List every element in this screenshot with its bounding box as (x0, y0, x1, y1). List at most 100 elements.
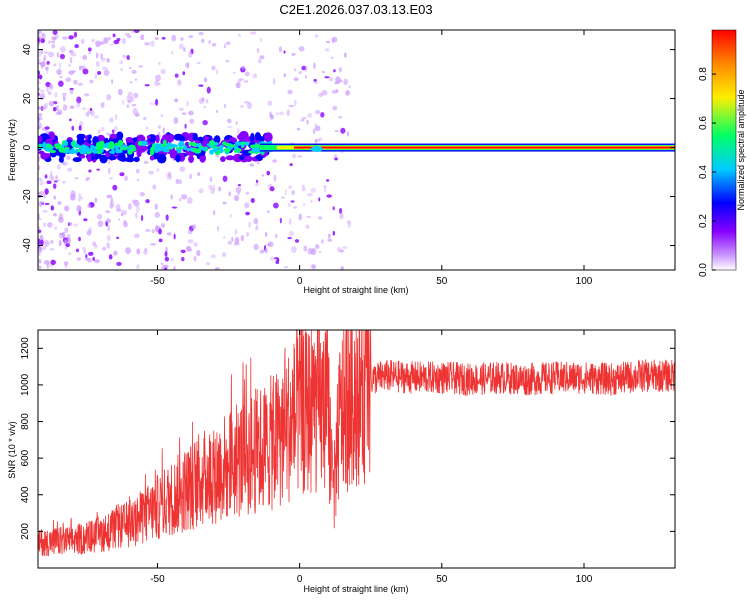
spectrogram-noise-blob (103, 69, 110, 77)
spectrogram-noise-blob (181, 257, 185, 262)
spectrogram-noise-blob (171, 34, 177, 42)
spectrogram-noise-blob (122, 54, 127, 59)
spectrogram-noise-blob (83, 249, 86, 255)
spectrogram-noise-blob (325, 179, 330, 182)
spectrogram-noise-blob (160, 114, 164, 118)
spectrogram-noise-blob (55, 175, 59, 180)
spectrogram-noise-blob (105, 210, 109, 214)
spectrogram-core-blob (62, 148, 66, 154)
snr-y-tick-label: 200 (20, 523, 31, 540)
spectrogram-noise-blob (126, 96, 130, 101)
spectrogram-noise-blob (39, 93, 46, 100)
spectrogram-noise-blob (82, 68, 89, 75)
spectrogram-noise-blob (119, 172, 125, 177)
spectrogram-band-blob (188, 155, 194, 164)
spectrogram-noise-blob (38, 258, 42, 264)
spectrogram-band-blob (125, 136, 134, 143)
spectrogram-noise-blob (154, 37, 159, 40)
spectrogram-core-blob (223, 147, 231, 153)
snr-x-tick-label: 0 (297, 574, 303, 585)
spectrogram-noise-blob (211, 42, 217, 47)
spectrogram-noise-blob (198, 84, 204, 87)
spectrogram-noise-blob (38, 112, 42, 118)
spectrogram-noise-blob (264, 247, 268, 254)
spectrogram-noise-blob (165, 214, 169, 221)
spectrogram-noise-blob (69, 87, 74, 90)
spectrogram-noise-blob (97, 70, 102, 75)
spectrogram-noise-blob (38, 62, 41, 65)
spectrogram-noise-blob (71, 125, 75, 131)
spectrogram-band-blob (203, 136, 210, 141)
spectrogram-noise-blob (57, 164, 61, 170)
spectrogram-noise-blob (284, 189, 287, 196)
spectrogram-noise-blob (193, 242, 198, 247)
spectrogram-noise-blob (185, 245, 192, 251)
spectrogram-noise-blob (108, 254, 113, 260)
spectrogram-noise-blob (56, 179, 61, 182)
spectrogram-noise-blob (209, 176, 213, 182)
spectrogram-noise-blob (73, 79, 78, 85)
spectrogram-noise-blob (131, 69, 137, 74)
spectrogram-noise-blob (171, 257, 174, 263)
spectrogram-noise-blob (184, 62, 189, 68)
spectrogram-disturbance (310, 146, 323, 153)
spectrogram-noise-blob (253, 217, 259, 225)
spectrogram-noise-blob (318, 197, 321, 202)
spectrogram-noise-blob (288, 104, 295, 108)
spectrogram-y-tick-label: 0 (22, 144, 33, 150)
spectrogram-noise-blob (191, 224, 197, 229)
spectrogram-noise-blob (105, 210, 111, 214)
spectrogram-noise-blob (155, 225, 160, 233)
spectrogram-noise-blob (64, 205, 70, 212)
spectrogram-band-blob (125, 156, 135, 163)
spectrogram-noise-blob (321, 89, 328, 96)
spectrogram-noise-blob (346, 220, 352, 224)
spectrogram-noise-blob (283, 73, 287, 78)
spectrogram-noise-blob (208, 40, 211, 44)
spectrogram-noise-blob (53, 226, 58, 230)
spectrogram-noise-blob (334, 157, 338, 161)
spectrogram-noise-blob (256, 161, 260, 165)
spectrogram-noise-blob (288, 218, 292, 225)
spectrogram-noise-blob (87, 203, 92, 208)
spectrogram-noise-blob (44, 126, 50, 130)
spectrogram-noise-blob (39, 201, 45, 204)
spectrogram-noise-blob (196, 249, 201, 257)
spectrogram-noise-blob (53, 180, 58, 183)
spectrogram-x-ticks: -50 0 50 100 (150, 30, 593, 287)
spectrogram-noise-blob (320, 112, 325, 118)
spectrogram-noise-blob (52, 107, 57, 112)
spectrogram-noise-blob (88, 251, 94, 256)
spectrogram-core-blob (186, 148, 190, 152)
spectrogram-noise-blob (43, 222, 47, 228)
spectrogram-x-tick-label: 0 (297, 276, 303, 287)
spectrogram-noise-blob (314, 123, 318, 127)
spectrogram-noise-blob (216, 225, 220, 232)
spectrogram-noise-blob (82, 247, 87, 250)
spectrogram-noise-blob (347, 222, 351, 228)
spectrogram-noise-blob (171, 51, 174, 55)
spectrogram-core-blob (96, 143, 102, 148)
spectrogram-noise-blob (338, 79, 343, 83)
spectrogram-noise-blob (43, 51, 50, 55)
spectrogram-noise-blob (152, 184, 157, 190)
spectrogram-noise-blob (103, 37, 109, 44)
spectrogram-noise-blob (82, 107, 87, 110)
spectrogram-y-tick-label: -20 (22, 189, 33, 204)
spectrogram-noise-blob (82, 54, 88, 60)
spectrogram-core-blob (74, 148, 79, 154)
spectrogram-noise-blob (154, 203, 159, 210)
spectrogram-noise-blob (110, 197, 114, 203)
spectrogram-band-blob (184, 141, 190, 147)
spectrogram-noise-blob (294, 239, 299, 243)
spectrogram-noise-blob (66, 234, 71, 237)
spectrogram-noise-blob (310, 187, 316, 193)
spectrogram-noise-blob (238, 78, 244, 81)
spectrogram-band-blob (108, 155, 117, 161)
spectrogram-noise-blob (143, 116, 147, 121)
spectrogram-noise-blob (278, 46, 282, 53)
spectrogram-noise-blob (289, 163, 293, 167)
spectrogram-noise-blob (44, 188, 49, 195)
spectrogram-noise-blob (68, 35, 74, 40)
spectrogram-noise-blob (186, 197, 193, 204)
